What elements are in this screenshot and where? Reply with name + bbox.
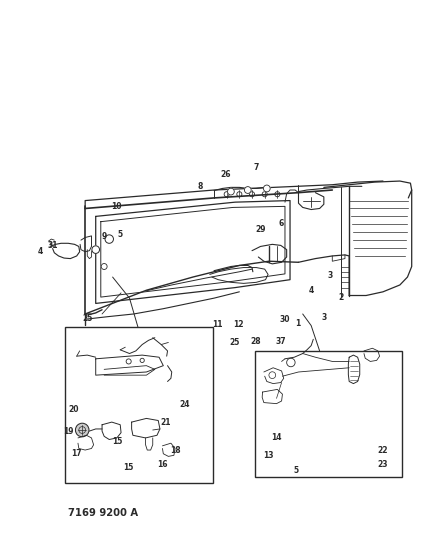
Text: 4: 4 [309, 286, 314, 295]
Text: 8: 8 [198, 182, 203, 191]
Text: 14: 14 [271, 433, 282, 442]
Text: 20: 20 [68, 406, 79, 415]
Circle shape [105, 235, 113, 243]
Text: 3: 3 [327, 271, 333, 280]
Circle shape [92, 246, 100, 253]
Circle shape [263, 185, 270, 192]
Text: 29: 29 [255, 225, 266, 234]
Bar [256, 351, 402, 478]
Circle shape [228, 188, 234, 195]
Text: 7169 9200 A: 7169 9200 A [68, 508, 138, 518]
Text: 1: 1 [295, 319, 300, 328]
Text: 28: 28 [250, 337, 261, 346]
Text: 12: 12 [233, 320, 244, 329]
Text: 25: 25 [82, 314, 92, 322]
Text: 2: 2 [338, 293, 343, 302]
Text: 6: 6 [278, 219, 283, 228]
Circle shape [244, 187, 251, 193]
Text: 23: 23 [378, 461, 388, 470]
Circle shape [75, 423, 89, 437]
Bar [65, 327, 213, 483]
Text: 26: 26 [220, 169, 231, 179]
Text: 15: 15 [124, 464, 134, 472]
Text: 16: 16 [157, 461, 168, 470]
Text: 10: 10 [111, 202, 121, 211]
Text: 30: 30 [280, 315, 290, 324]
Text: 11: 11 [212, 320, 223, 329]
Text: 18: 18 [170, 446, 181, 455]
Text: 21: 21 [160, 417, 171, 426]
Text: 17: 17 [71, 449, 82, 458]
Text: 37: 37 [276, 337, 286, 346]
Text: 22: 22 [377, 446, 387, 455]
Text: 24: 24 [179, 400, 190, 409]
Text: 13: 13 [263, 451, 273, 460]
Text: 25: 25 [229, 338, 239, 348]
Text: 31: 31 [48, 241, 58, 250]
Text: 4: 4 [38, 247, 43, 256]
Text: 19: 19 [63, 426, 74, 435]
Text: 9: 9 [101, 232, 107, 241]
Text: 5: 5 [118, 230, 123, 239]
Text: 7: 7 [253, 163, 259, 172]
Text: 5: 5 [294, 466, 299, 474]
Text: 15: 15 [113, 437, 123, 446]
Circle shape [101, 263, 107, 270]
Text: 3: 3 [321, 313, 327, 321]
